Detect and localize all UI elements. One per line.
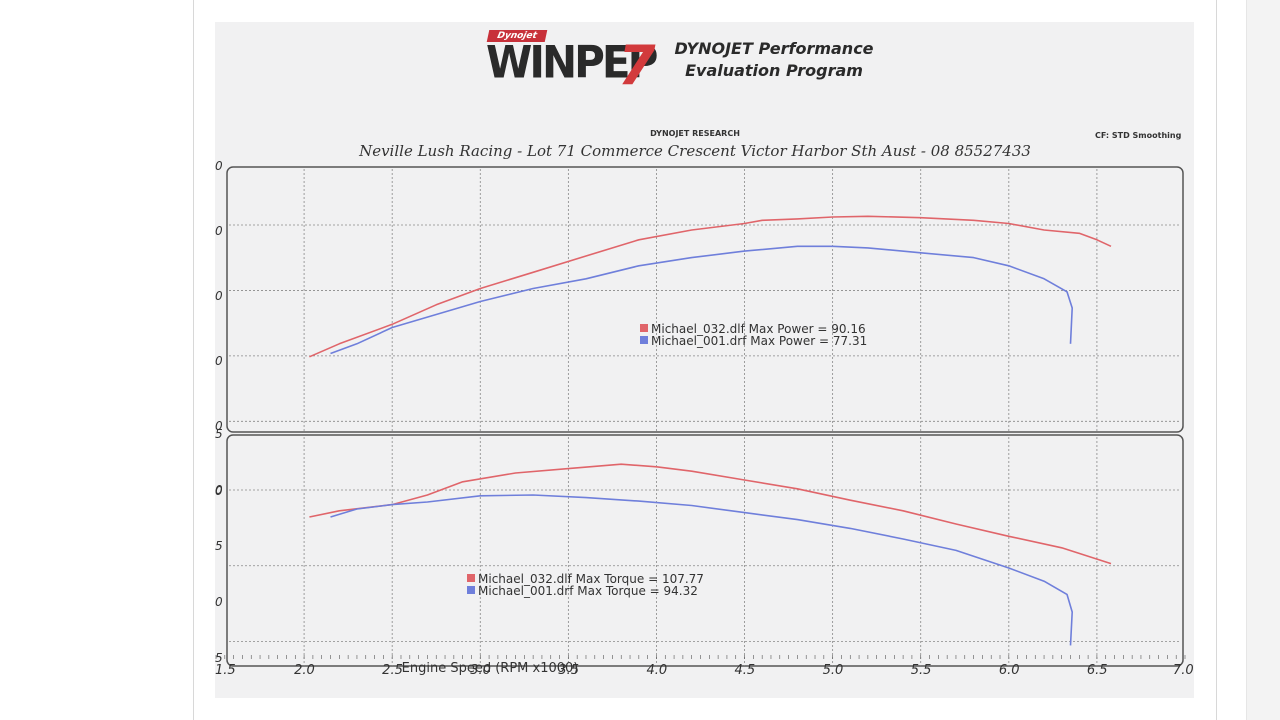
dynojet-research-label: DYNOJET RESEARCH [650, 129, 740, 138]
torque-y-tick-label: 5 [215, 427, 223, 441]
power-series-run-001 [330, 245, 1074, 355]
tagline-line-2: Evaluation Program [685, 61, 863, 80]
x-tick-label: 4.5 [735, 663, 756, 678]
winpep-wordmark: WINPEP [486, 36, 658, 89]
power-series-run-032 [309, 215, 1112, 358]
x-tick-label: 7.0 [1173, 663, 1194, 678]
x-tick-label: 3.0 [470, 663, 491, 678]
power-legend-swatch [640, 324, 648, 332]
x-tick-label: 1.5 [215, 663, 236, 678]
power-legend-entry: Michael_032.dlf Max Power = 90.16 [651, 322, 866, 336]
torque-legend-swatch [467, 586, 475, 594]
page-right-border [1216, 0, 1217, 720]
power-y-tick-label: 0 [215, 159, 223, 173]
x-tick-label: 6.0 [999, 663, 1020, 678]
power-y-tick-label: 0 [215, 419, 223, 433]
power-y-tick-label: 0 [215, 484, 223, 498]
x-tick-label: 2.0 [294, 663, 315, 678]
power-legend-entry: Michael_001.drf Max Power = 77.31 [651, 334, 867, 348]
winpep-seven: 7 [618, 34, 656, 97]
x-tick-label: 5.5 [911, 663, 932, 678]
power-frame [226, 166, 1184, 433]
x-axis-label: Engine Speed (RPM x1000) [401, 661, 579, 676]
shop-address: Neville Lush Racing - Lot 71 Commerce Cr… [359, 142, 1031, 160]
torque-y-tick-label: 5 [215, 651, 223, 665]
power-y-tick-label: 0 [215, 289, 223, 303]
x-tick-label: 6.5 [1087, 663, 1108, 678]
torque-y-tick-label: 5 [215, 539, 223, 553]
x-tick-label: 2.5 [382, 663, 403, 678]
torque-legend-entry: Michael_001.drf Max Torque = 94.32 [478, 584, 698, 598]
program-tagline: DYNOJET Performance Evaluation Program [659, 38, 889, 82]
page-left-border [193, 0, 194, 720]
x-tick-label: 3.5 [558, 663, 579, 678]
winpep-logo: Dynojet WINPEP 7 [486, 30, 658, 97]
torque-y-tick-label: 0 [215, 595, 223, 609]
x-tick-label: 5.0 [823, 663, 844, 678]
torque-series-run-001 [330, 494, 1074, 646]
tagline-line-1: DYNOJET Performance [674, 39, 874, 58]
torque-legend-entry: Michael_032.dlf Max Torque = 107.77 [478, 572, 704, 586]
correction-factor-label: CF: STD Smoothing [1095, 131, 1182, 140]
torque-y-tick-label: 0 [215, 483, 223, 497]
x-tick-label: 4.0 [646, 663, 667, 678]
power-y-tick-label: 0 [215, 224, 223, 238]
torque-series-run-032 [309, 463, 1112, 565]
dyno-sheet-image: Dynojet WINPEP 7 DYNOJET Performance Eva… [215, 22, 1194, 698]
power-legend-swatch [640, 336, 648, 344]
torque-legend-swatch [467, 574, 475, 582]
scrollbar-gutter[interactable] [1246, 0, 1280, 720]
power-y-tick-label: 0 [215, 354, 223, 368]
torque-frame [226, 434, 1184, 667]
